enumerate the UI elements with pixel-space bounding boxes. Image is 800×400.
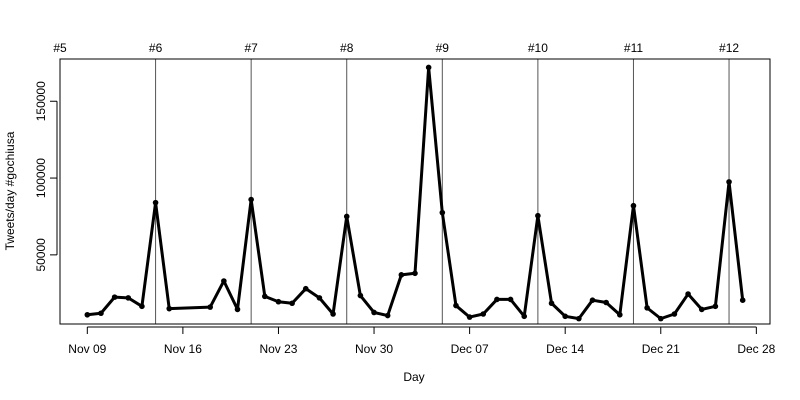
data-point bbox=[166, 305, 173, 312]
y-tick-label: 100000 bbox=[34, 158, 48, 198]
data-point bbox=[357, 292, 364, 299]
episode-label: #6 bbox=[149, 41, 163, 55]
x-tick-label: Nov 30 bbox=[355, 342, 393, 356]
y-axis: 50000 100000 150000 bbox=[34, 81, 58, 272]
data-point bbox=[425, 64, 432, 71]
data-point bbox=[521, 313, 528, 320]
x-tick-label: Dec 28 bbox=[737, 342, 775, 356]
data-point bbox=[671, 311, 678, 317]
data-point bbox=[739, 297, 746, 303]
episode-label: #9 bbox=[436, 41, 450, 55]
episode-label: #7 bbox=[244, 41, 258, 55]
y-tick-label: 50000 bbox=[34, 238, 48, 272]
x-tick-label: Nov 16 bbox=[164, 342, 202, 356]
data-point bbox=[98, 310, 104, 317]
data-point bbox=[589, 297, 596, 303]
data-point bbox=[507, 296, 514, 303]
data-point bbox=[275, 298, 282, 305]
data-point bbox=[453, 302, 459, 309]
x-tick-label: Nov 23 bbox=[259, 342, 297, 356]
x-axis-title: Day bbox=[403, 370, 424, 384]
data-point bbox=[698, 306, 705, 313]
y-axis-title: Tweets/day #gochiusa bbox=[3, 131, 17, 250]
data-point bbox=[221, 278, 227, 284]
data-point bbox=[316, 295, 323, 301]
data-point bbox=[330, 311, 336, 317]
plot-frame bbox=[59, 58, 771, 325]
x-axis: Nov 09 Nov 16 Nov 23 Nov 30 Dec 07 Dec 14 Dec … bbox=[68, 326, 776, 356]
data-point bbox=[111, 294, 118, 300]
data-point bbox=[480, 311, 487, 317]
data-point bbox=[207, 304, 213, 310]
data-point bbox=[302, 285, 309, 292]
series-layer bbox=[84, 64, 746, 322]
data-point bbox=[726, 179, 732, 185]
data-point bbox=[125, 295, 132, 301]
y-tick-label: 150000 bbox=[34, 81, 48, 121]
data-point bbox=[712, 303, 719, 310]
episode-marker-lines bbox=[155, 59, 730, 324]
data-point bbox=[603, 299, 609, 306]
data-point bbox=[398, 272, 405, 278]
data-point bbox=[657, 315, 664, 322]
data-point bbox=[84, 311, 91, 318]
x-tick-label: Dec 07 bbox=[451, 342, 489, 356]
data-point bbox=[617, 311, 623, 318]
data-point bbox=[685, 291, 691, 297]
episode-labels: #5 #6 #7 #8 #9 #10 #11 #12 bbox=[53, 41, 739, 55]
data-point bbox=[466, 314, 473, 320]
data-point bbox=[262, 293, 268, 300]
data-point bbox=[371, 309, 377, 316]
episode-label: #5 bbox=[53, 41, 67, 55]
data-point bbox=[139, 303, 145, 310]
data-point bbox=[548, 300, 555, 307]
x-tick-label: Dec 14 bbox=[546, 342, 584, 356]
x-tick-label: Dec 21 bbox=[642, 342, 680, 356]
data-point bbox=[289, 300, 295, 307]
data-point bbox=[412, 270, 418, 277]
data-point bbox=[248, 196, 254, 203]
data-point bbox=[152, 199, 159, 206]
data-point bbox=[630, 202, 637, 209]
plot-frame-layer bbox=[59, 58, 771, 325]
data-point bbox=[343, 213, 350, 220]
data-point bbox=[439, 209, 446, 216]
episode-label: #11 bbox=[624, 41, 643, 55]
data-point bbox=[384, 312, 391, 319]
data-point bbox=[234, 306, 241, 313]
episode-label: #8 bbox=[340, 41, 354, 55]
data-point bbox=[644, 305, 650, 311]
data-point bbox=[562, 313, 568, 320]
data-point bbox=[576, 315, 582, 322]
episode-label: #12 bbox=[719, 41, 739, 55]
x-tick-label: Nov 09 bbox=[68, 342, 106, 356]
data-point bbox=[494, 296, 500, 303]
data-point bbox=[535, 212, 541, 219]
episode-label: #10 bbox=[528, 41, 548, 55]
